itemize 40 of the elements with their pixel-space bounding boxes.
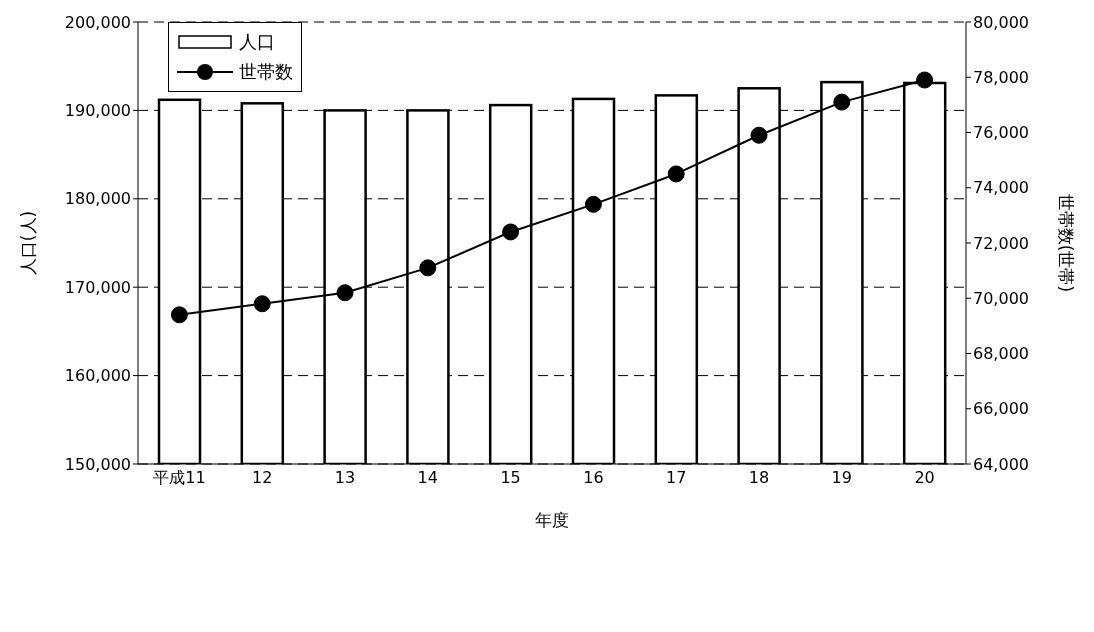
point: [253, 295, 271, 313]
point: [170, 306, 188, 324]
point: [502, 223, 520, 241]
y2-tick-label: 68,000: [973, 344, 1029, 364]
y-tick-label: 180,000: [64, 189, 131, 209]
x-tick-label: 20: [914, 468, 935, 488]
y-tick-label: 190,000: [64, 101, 131, 121]
point: [833, 93, 851, 111]
x-tick-label: 19: [831, 468, 852, 488]
x-tick-label: 18: [748, 468, 770, 488]
point: [419, 259, 437, 277]
x-tick-label: 14: [417, 468, 438, 488]
x-tick-label: 13: [334, 468, 356, 488]
y-axis-title: 人口(人): [18, 210, 39, 276]
point: [916, 71, 934, 89]
y-tick-label: 170,000: [64, 277, 131, 297]
point: [336, 284, 354, 302]
y2-tick-label: 78,000: [973, 67, 1029, 87]
y2-tick-label: 66,000: [973, 399, 1029, 419]
x-axis-title: 年度: [535, 510, 569, 530]
y2-axis-title: 世帯数(世帯): [1055, 193, 1076, 293]
y-tick-label: 200,000: [64, 12, 131, 32]
y2-tick-label: 76,000: [973, 123, 1029, 143]
x-tick-label: 17: [666, 468, 687, 488]
y2-tick-label: 70,000: [973, 288, 1029, 308]
y2-tick-label: 74,000: [973, 178, 1029, 198]
legend-label: 人口: [239, 30, 275, 54]
point: [584, 195, 602, 213]
y-tick-label: 150,000: [64, 454, 131, 474]
x-tick-label: 16: [583, 468, 604, 488]
point: [750, 126, 768, 144]
point: [667, 165, 685, 183]
y-tick-label: 160,000: [64, 366, 131, 386]
y2-tick-label: 80,000: [973, 12, 1029, 32]
x-tick-label: 平成11: [153, 468, 206, 488]
y2-tick-label: 72,000: [973, 233, 1029, 253]
y2-tick-label: 64,000: [973, 454, 1029, 474]
legend-label: 世帯数: [239, 60, 293, 84]
x-tick-label: 12: [252, 468, 273, 488]
x-tick-label: 15: [500, 468, 521, 488]
